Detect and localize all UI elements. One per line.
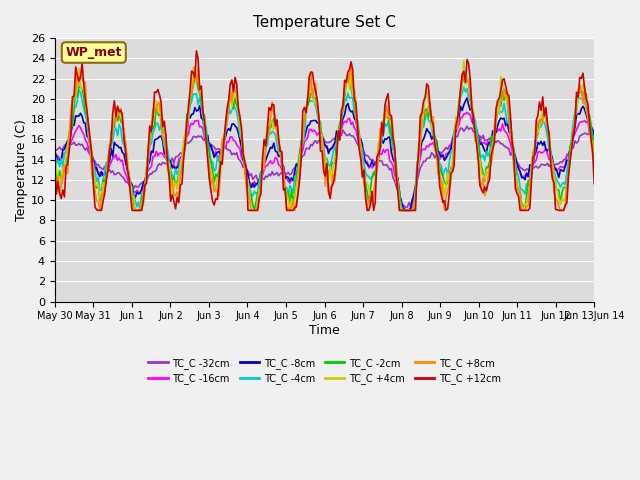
TC_C -8cm [58,157,65,163]
TC_C -8cm [212,151,220,157]
TC_C -32cm [170,160,178,166]
TC_C -2cm [591,152,598,157]
TC_C +12cm [215,177,223,183]
TC_C +12cm [58,196,65,202]
TC_C +12cm [357,156,365,162]
TC_C -32cm [502,144,509,150]
TC_C -16cm [58,156,65,162]
TC_C +12cm [172,206,179,212]
TC_C -2cm [357,147,365,153]
TC_C +8cm [502,91,509,97]
TC_C +4cm [172,179,179,185]
TC_C -16cm [495,126,503,132]
TC_C -16cm [401,207,408,213]
TC_C -32cm [463,123,471,129]
TC_C +12cm [94,207,102,213]
TC_C +4cm [51,155,59,161]
TC_C -8cm [170,164,178,169]
Line: TC_C -16cm: TC_C -16cm [55,112,595,210]
TC_C -2cm [495,100,503,106]
TC_C +8cm [357,141,365,147]
Line: TC_C -32cm: TC_C -32cm [55,126,595,208]
TC_C -4cm [355,130,363,135]
TC_C -4cm [591,136,598,142]
TC_C -32cm [354,141,362,147]
TC_C -16cm [51,153,59,158]
TC_C -4cm [136,207,144,213]
Line: TC_C +12cm: TC_C +12cm [55,51,595,210]
TC_C -8cm [463,95,471,101]
TC_C -2cm [502,88,509,94]
TC_C +4cm [355,135,363,141]
Line: TC_C +4cm: TC_C +4cm [55,61,595,210]
TC_C -8cm [591,132,598,137]
TC_C -4cm [502,110,509,116]
TC_C +8cm [51,164,59,170]
TC_C -2cm [214,174,221,180]
TC_C -8cm [502,123,509,129]
TC_C +12cm [502,83,509,89]
TC_C -16cm [354,134,362,140]
TC_C -8cm [495,118,503,124]
TC_C +4cm [502,95,509,101]
TC_C -32cm [51,146,59,152]
TC_C -2cm [58,180,65,185]
TC_C -2cm [172,181,179,187]
Legend: TC_C -32cm, TC_C -16cm, TC_C -8cm, TC_C -4cm, TC_C -2cm, TC_C +4cm, TC_C +8cm, T: TC_C -32cm, TC_C -16cm, TC_C -8cm, TC_C … [144,354,505,388]
TC_C +8cm [58,182,65,188]
TC_C -4cm [172,166,179,172]
TC_C +4cm [131,207,139,213]
TC_C +12cm [51,163,59,168]
TC_C +12cm [193,48,200,54]
TC_C -16cm [591,136,598,142]
TC_C +8cm [130,207,138,213]
TC_C +4cm [495,112,503,118]
TC_C -8cm [354,126,362,132]
Line: TC_C -2cm: TC_C -2cm [55,75,595,210]
TC_C -4cm [51,148,59,154]
Y-axis label: Temperature (C): Temperature (C) [15,119,28,221]
TC_C -4cm [58,156,65,162]
TC_C +8cm [495,99,503,105]
Line: TC_C -4cm: TC_C -4cm [55,87,595,210]
TC_C -2cm [131,207,139,213]
TC_C +4cm [591,156,598,161]
TC_C -2cm [51,152,59,157]
TC_C +12cm [591,181,598,187]
Text: WP_met: WP_met [65,46,122,59]
Title: Temperature Set C: Temperature Set C [253,15,396,30]
TC_C -32cm [58,146,65,152]
TC_C -32cm [402,205,410,211]
TC_C +8cm [172,193,179,199]
X-axis label: Time: Time [309,324,340,337]
TC_C +4cm [460,58,468,64]
TC_C -8cm [402,207,410,213]
TC_C +8cm [591,158,598,164]
TC_C -4cm [495,110,503,116]
TC_C -32cm [495,139,503,144]
Line: TC_C -8cm: TC_C -8cm [55,98,595,210]
TC_C +8cm [348,64,355,70]
TC_C -32cm [212,147,220,153]
TC_C -16cm [463,109,471,115]
TC_C -32cm [591,131,598,136]
TC_C -16cm [502,129,509,135]
TC_C +12cm [495,96,503,101]
TC_C +4cm [58,182,65,188]
TC_C -8cm [51,149,59,155]
TC_C +4cm [214,175,221,180]
TC_C -4cm [460,84,468,90]
Line: TC_C +8cm: TC_C +8cm [55,67,595,210]
TC_C +8cm [214,189,221,194]
TC_C -16cm [212,149,220,155]
TC_C -16cm [170,162,178,168]
TC_C -4cm [214,155,221,160]
TC_C -2cm [344,72,352,78]
